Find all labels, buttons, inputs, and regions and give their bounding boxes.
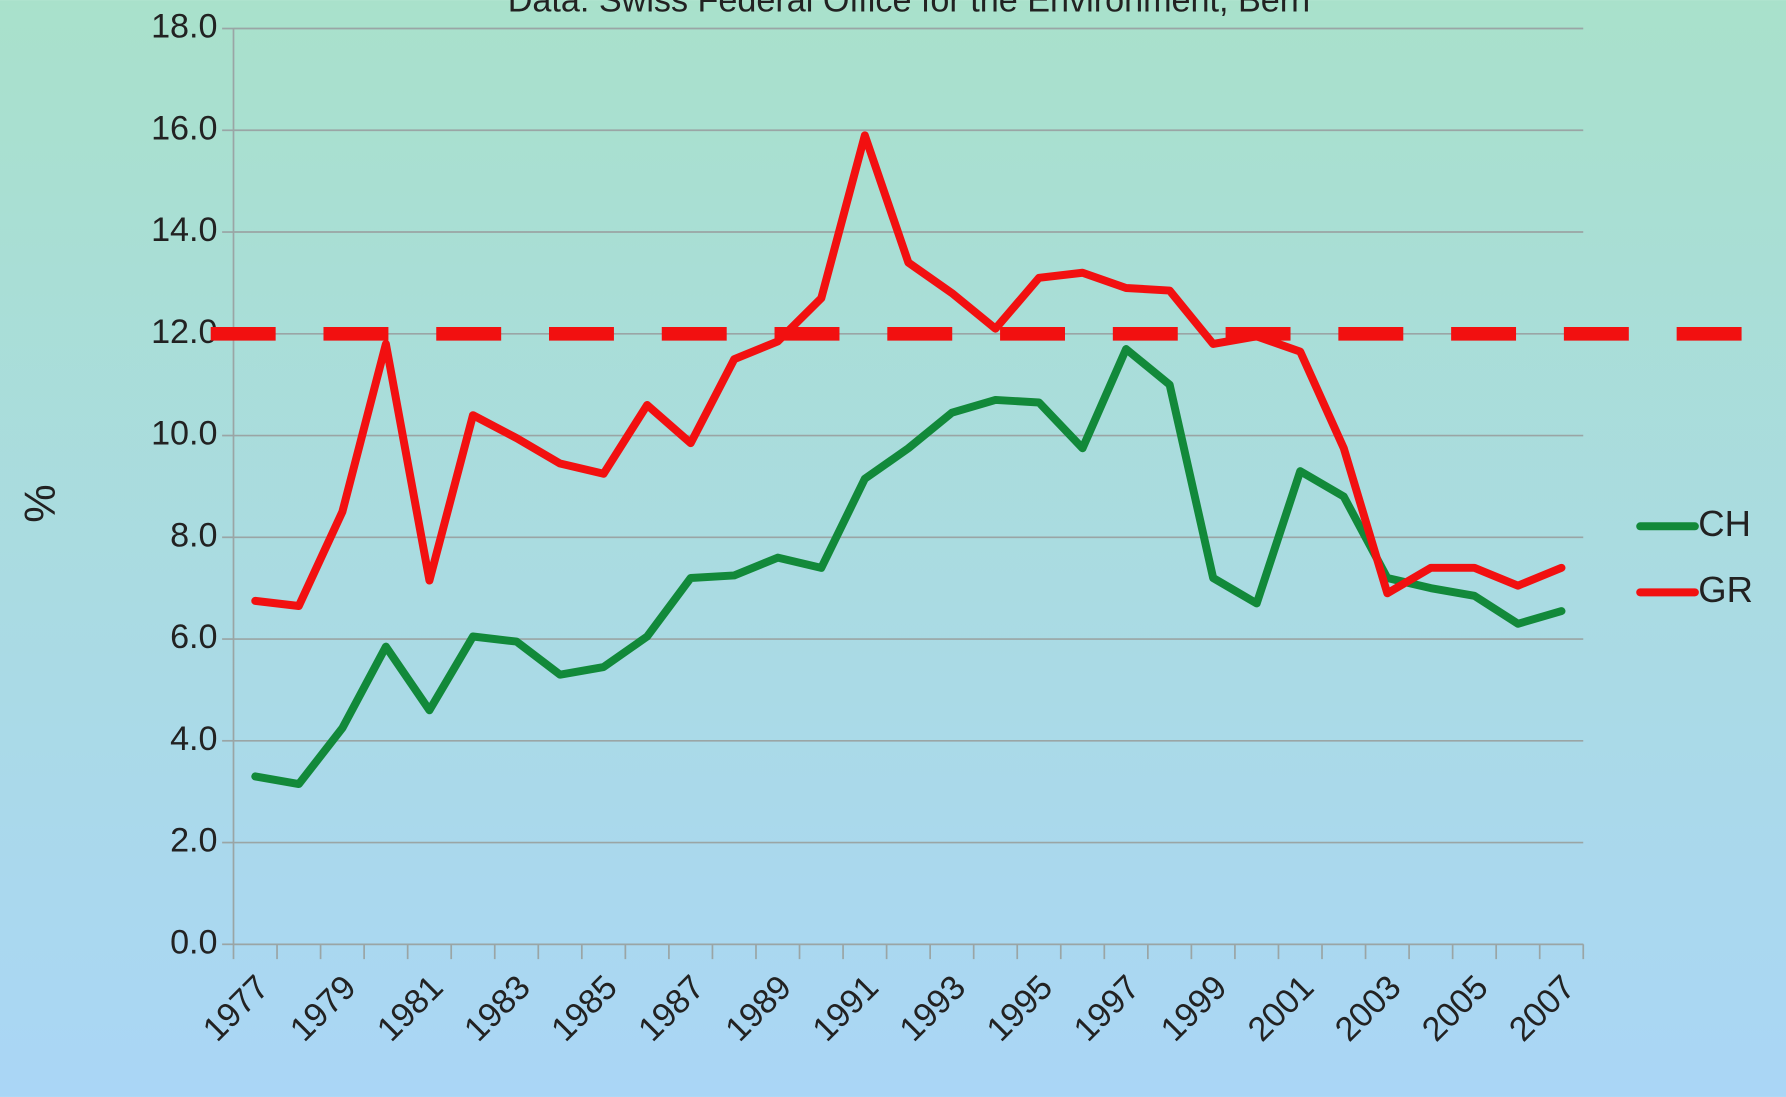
y-tick-label: 14.0 [151,211,217,249]
y-tick-label: 8.0 [170,516,217,554]
y-tick-label: 12.0 [151,313,217,351]
legend-label: CH [1698,503,1751,544]
y-axis-label: % [17,484,65,522]
y-tick-label: 18.0 [151,8,217,46]
y-tick-label: 16.0 [151,109,217,147]
legend-label: GR [1698,569,1753,610]
y-tick-label: 2.0 [170,822,217,860]
data-line [251,345,1566,789]
y-tick-label: 10.0 [151,415,217,453]
y-tick-label: 4.0 [170,720,217,758]
y-tick-label: 0.0 [170,923,217,961]
chart-subtitle: Data: Swiss Federal Office for the Envir… [508,0,1310,19]
y-tick-label: 6.0 [170,618,217,656]
data-line [251,131,1566,610]
